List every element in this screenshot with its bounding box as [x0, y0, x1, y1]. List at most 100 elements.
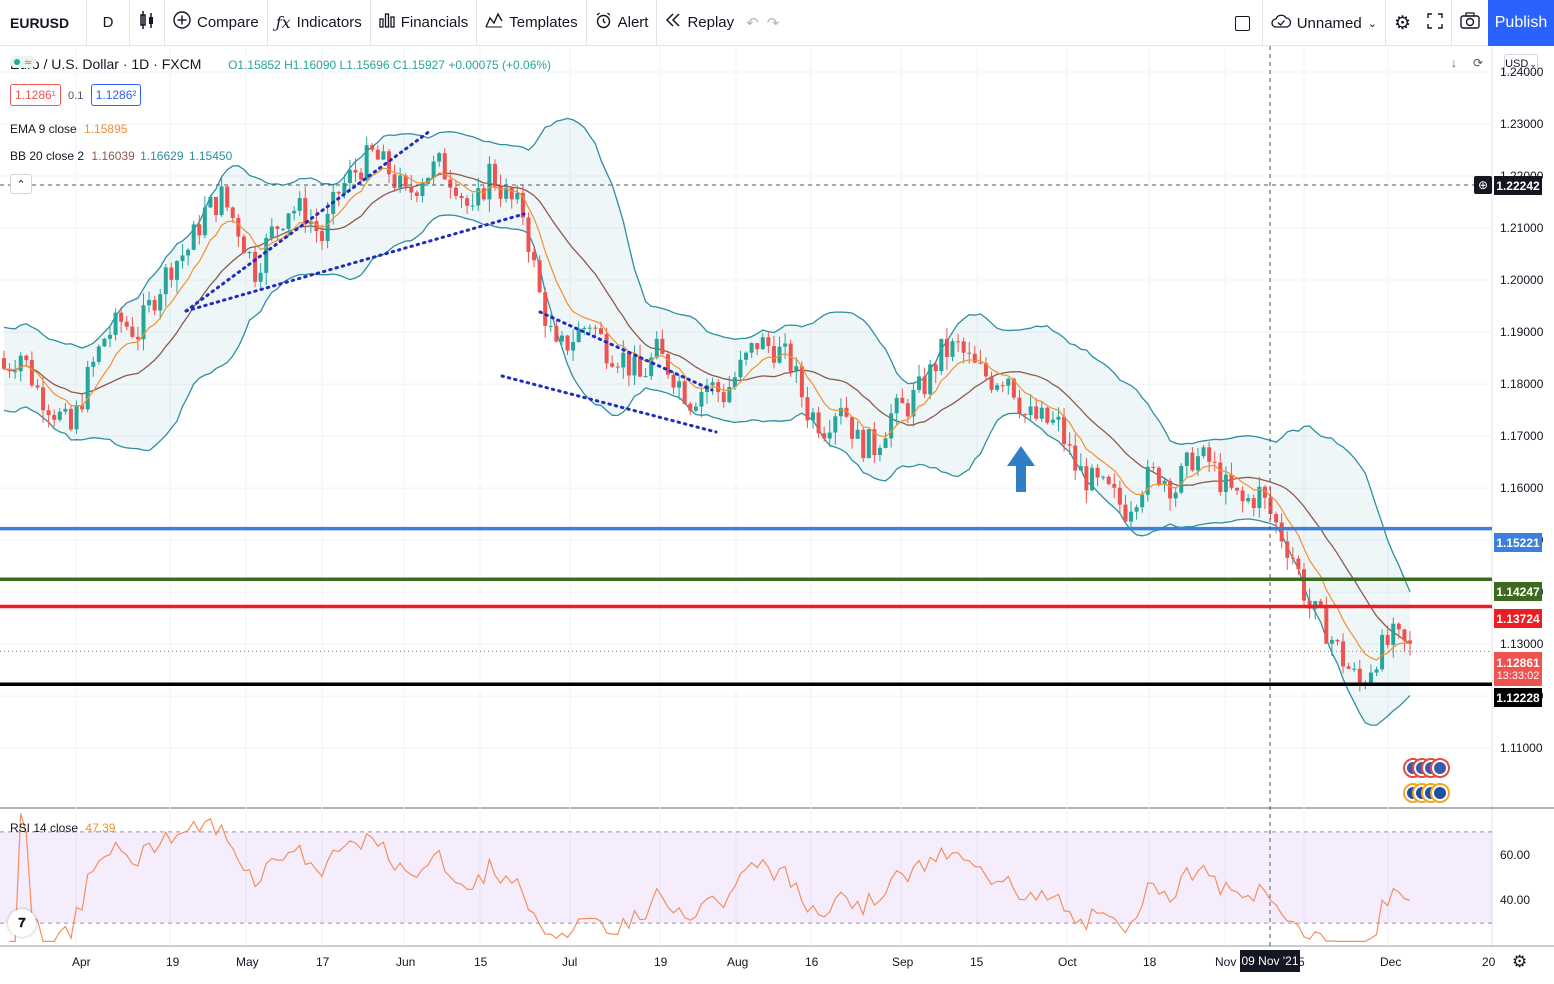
price-chart[interactable]	[0, 46, 1554, 984]
financials-label: Financials	[400, 14, 469, 31]
candle-body	[721, 392, 726, 403]
price-tick-label: 1.18000	[1500, 377, 1544, 392]
candle-body	[230, 207, 235, 219]
candle-body	[1346, 666, 1351, 669]
reset-chart-button[interactable]: ⟳	[1473, 56, 1483, 70]
candle-body	[615, 366, 620, 368]
gear-icon: ⚙	[1393, 12, 1411, 34]
candle-body	[699, 392, 704, 407]
candle-body	[1134, 507, 1139, 512]
symbol-search-button[interactable]: EURUSD	[10, 14, 70, 31]
candle-body	[431, 161, 436, 178]
buy-price-button[interactable]: 1.1286²	[90, 84, 142, 106]
candle-body	[487, 163, 492, 200]
candle-body	[727, 387, 732, 403]
redo-button[interactable]: ↷	[763, 0, 784, 46]
candle-body	[158, 294, 163, 311]
time-tick-label: Jul	[562, 955, 578, 969]
candle-body	[1201, 447, 1206, 457]
fullscreen-button[interactable]	[1419, 0, 1451, 46]
candle-body	[1285, 541, 1290, 558]
candle-body	[1056, 416, 1061, 420]
candle-body	[1335, 639, 1340, 642]
blue-line-price-tag: 1.15221	[1494, 533, 1542, 552]
candle-body	[1067, 444, 1072, 446]
candle-body	[1039, 407, 1044, 419]
candle-body	[24, 355, 29, 361]
ema-legend[interactable]: EMA 9 close 1.15895	[10, 122, 127, 136]
sell-price-button[interactable]: 1.1286¹	[10, 84, 61, 106]
ohlc-values: O1.15852 H1.16090 L1.15696 C1.15927 +0.0…	[228, 58, 551, 72]
candle-body	[119, 312, 124, 322]
candle-body	[532, 251, 537, 261]
candle-body	[1324, 606, 1329, 644]
function-icon: ƒx	[275, 13, 291, 32]
candle-body	[682, 381, 687, 404]
chart-settings-button[interactable]: ⚙	[1512, 952, 1527, 972]
candle-body	[275, 226, 280, 229]
layout-name-button[interactable]: Unnamed ⌄	[1263, 0, 1385, 46]
multi-layout-button[interactable]	[1223, 0, 1262, 46]
ema-label: EMA 9 close	[10, 122, 77, 136]
add-alert-plus-button[interactable]: ⊕	[1474, 176, 1492, 194]
indicators-button[interactable]: ƒx Indicators	[268, 0, 370, 46]
chevron-down-icon: ⌄	[1529, 58, 1537, 69]
candle-body	[822, 433, 827, 439]
undo-button[interactable]: ↶	[742, 0, 763, 46]
candle-body	[1034, 406, 1039, 419]
alert-button[interactable]: Alert	[587, 0, 657, 46]
candle-body	[225, 186, 230, 208]
candle-body	[303, 198, 308, 225]
spread-value: 0.1	[68, 90, 84, 102]
candle-body	[944, 338, 949, 357]
financials-button[interactable]: Financials	[371, 0, 477, 46]
candle-body	[1408, 640, 1412, 644]
price-tick-label: 1.19000	[1500, 325, 1544, 340]
price-tick-label: 1.11000	[1500, 741, 1543, 756]
ohlc-low: L1.15696	[339, 58, 390, 72]
gear-icon: ⚙	[1512, 952, 1528, 971]
publish-button[interactable]: Publish	[1488, 0, 1554, 46]
replay-label: Replay	[687, 14, 735, 31]
currency-selector[interactable]: USD ⌄	[1504, 54, 1538, 74]
compare-button[interactable]: Compare	[165, 0, 267, 46]
toolbar-divider	[1384, 0, 1386, 46]
candle-body	[359, 172, 364, 180]
settings-button[interactable]: ⚙	[1386, 0, 1419, 46]
plus-circle-icon: ⊕	[1477, 178, 1489, 192]
toolbar-divider	[86, 0, 87, 46]
candle-body	[459, 195, 464, 199]
candle-body	[370, 145, 375, 150]
price-tick-label: 1.24000	[1500, 65, 1544, 79]
top-toolbar: EURUSD D Compare ƒx Indicators Financial…	[0, 0, 1554, 46]
bb-legend[interactable]: BB 20 close 2 1.16039 1.16629 1.15450	[10, 149, 232, 163]
rsi-band-fill	[0, 831, 1492, 924]
templates-button[interactable]: Templates	[477, 0, 585, 46]
toolbar-divider	[656, 0, 658, 46]
candle-body	[186, 249, 191, 256]
candle-body	[1207, 447, 1212, 462]
candle-body	[18, 355, 23, 372]
replay-button[interactable]: Replay	[657, 0, 742, 46]
candle-body	[1374, 669, 1379, 673]
time-tick-label: Dec	[1380, 955, 1402, 969]
rsi-legend[interactable]: RSI 14 close 47.39	[10, 821, 115, 835]
snapshot-button[interactable]	[1452, 0, 1488, 46]
bb-basis-value: 1.16039	[91, 149, 135, 163]
tradingview-logo[interactable]: 𝟕	[8, 909, 36, 937]
interval-button[interactable]: D	[102, 14, 114, 31]
collapse-legend-button[interactable]: ⌃	[10, 174, 32, 194]
candle-body	[794, 366, 799, 372]
candle-body	[1089, 467, 1094, 491]
chart-container[interactable]: Euro / U.S. Dollar · 1D · FXCM ≈ O1.1585…	[0, 46, 1554, 984]
candle-body	[80, 405, 85, 410]
candle-body	[163, 267, 168, 295]
candle-body	[738, 359, 743, 378]
candle-body	[571, 342, 576, 351]
rsi-value: 47.39	[85, 821, 116, 835]
scroll-to-latest-button[interactable]: ↓	[1451, 56, 1457, 70]
candle-body	[515, 192, 520, 200]
chart-style-button[interactable]	[130, 0, 164, 46]
candle-body	[1017, 397, 1022, 415]
candle-body	[838, 407, 843, 417]
